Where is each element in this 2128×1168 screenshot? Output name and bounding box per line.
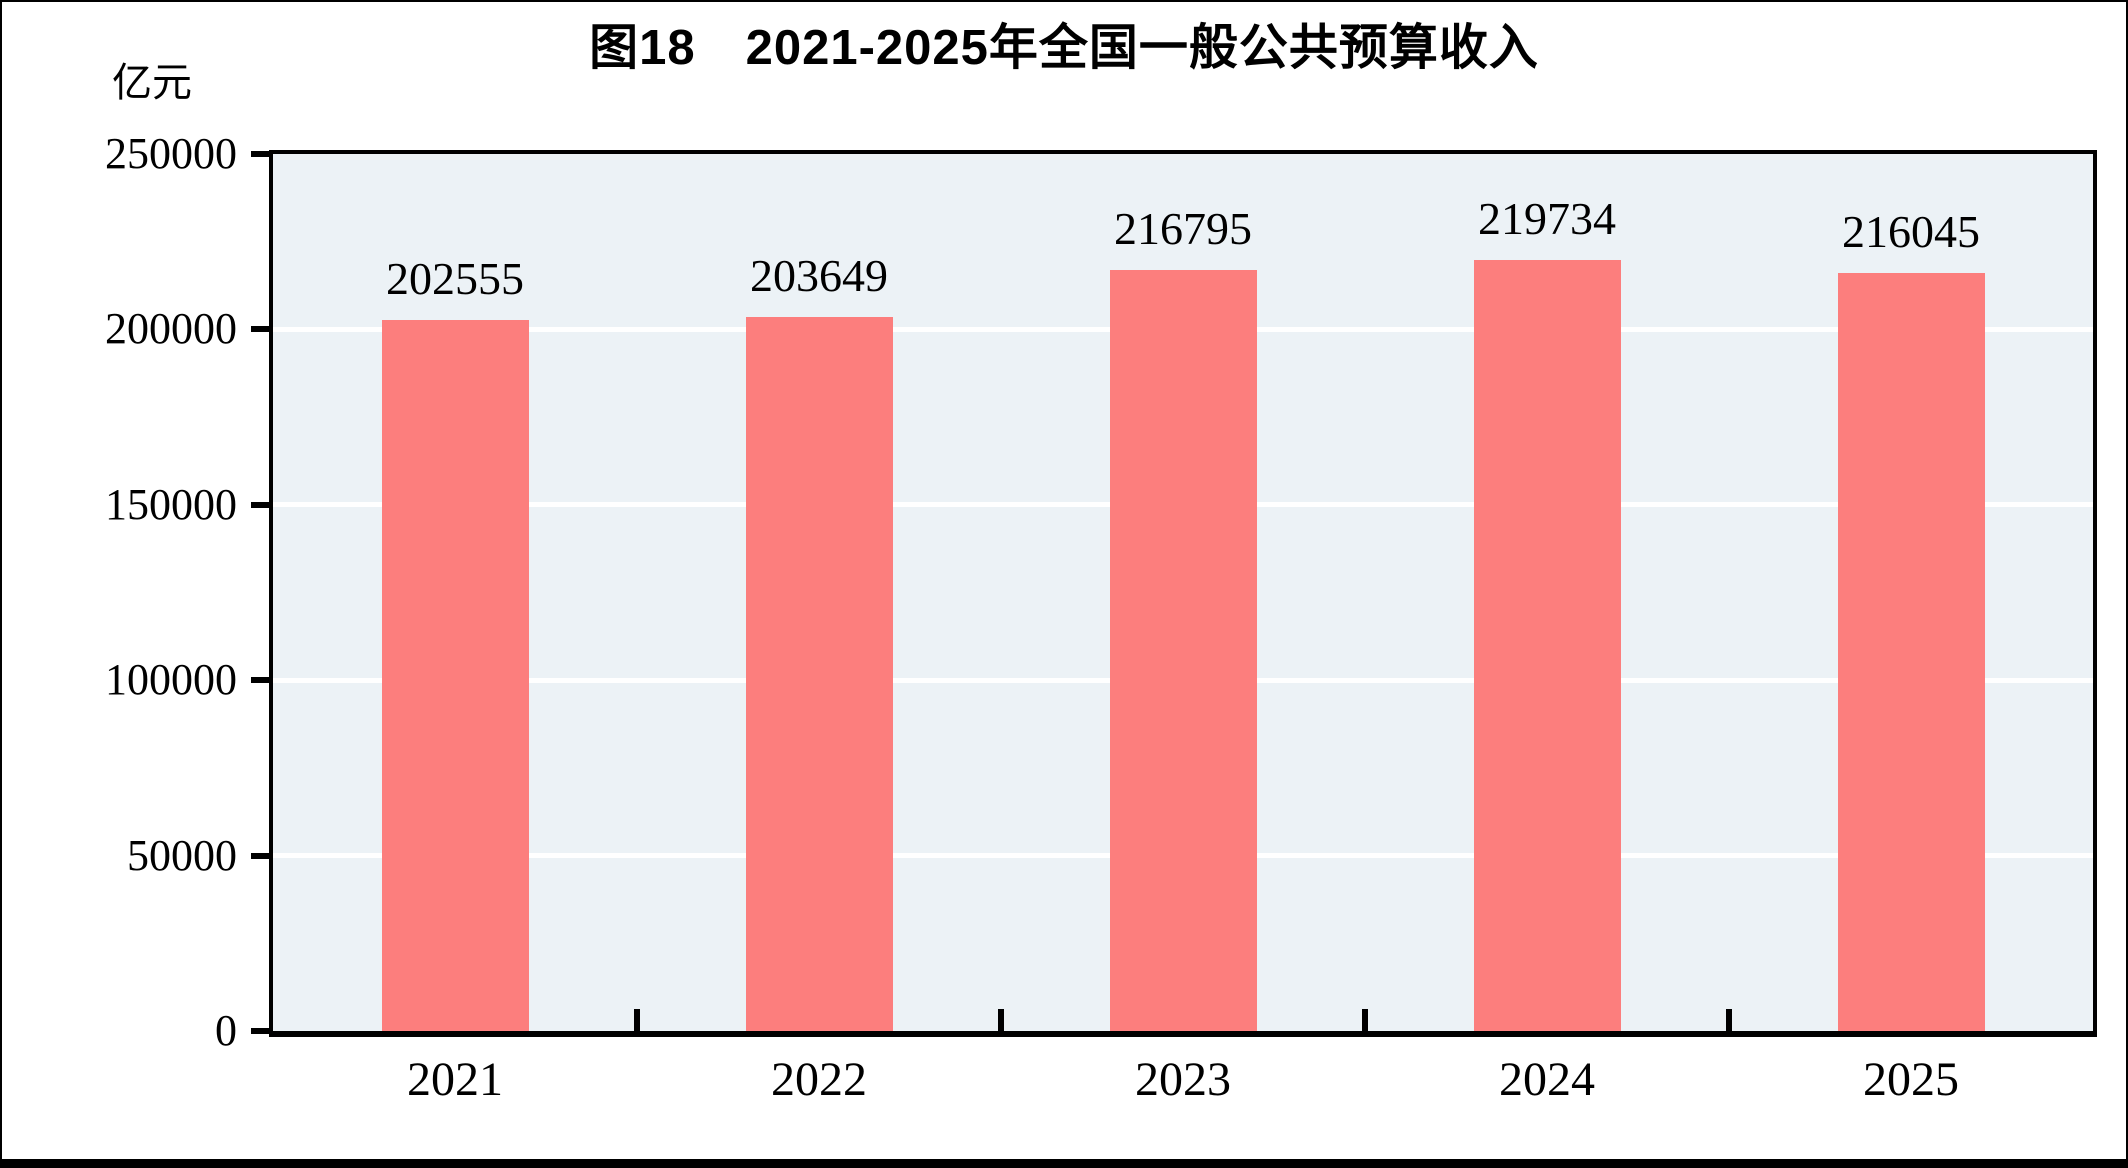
bar (381, 320, 529, 1031)
x-tick-mark (1362, 1009, 1368, 1031)
bar (1837, 273, 1985, 1031)
chart-title: 图18 2021-2025年全国一般公共预算收入 (589, 21, 1539, 75)
x-tick-mark (1726, 1009, 1732, 1031)
plot-area: 202555 203649 216795 219734 216045 (269, 150, 2097, 1037)
x-tick-mark (634, 1009, 640, 1031)
bar-value-label: 202555 (386, 253, 524, 305)
y-tick-mark (251, 1028, 269, 1034)
y-tick-label: 150000 (105, 479, 237, 529)
bar (1473, 260, 1621, 1031)
y-tick-label: 50000 (127, 830, 237, 880)
y-axis-unit-label: 亿元 (112, 61, 192, 105)
y-tick-mark (251, 677, 269, 684)
y-tick-label: 100000 (105, 655, 237, 705)
bar (745, 316, 893, 1031)
x-category-label: 2024 (1499, 1053, 1595, 1106)
y-tick-mark (251, 326, 269, 333)
y-tick-mark (251, 501, 269, 508)
x-tick-mark (998, 1009, 1004, 1031)
bar-value-label: 216045 (1842, 206, 1980, 258)
bar-value-label: 216795 (1114, 203, 1252, 255)
bar-value-label: 219734 (1478, 193, 1616, 245)
bar-value-label: 203649 (750, 249, 888, 301)
y-tick-label: 200000 (105, 304, 237, 354)
x-category-label: 2023 (1135, 1053, 1231, 1106)
y-tick-label: 0 (215, 1006, 237, 1055)
x-category-label: 2021 (407, 1053, 503, 1106)
y-tick-mark (251, 852, 269, 859)
x-category-label: 2022 (771, 1053, 867, 1106)
y-tick-label: 250000 (105, 129, 237, 178)
y-tick-mark (251, 151, 269, 157)
bar (1109, 270, 1257, 1031)
x-category-label: 2025 (1863, 1053, 1959, 1106)
